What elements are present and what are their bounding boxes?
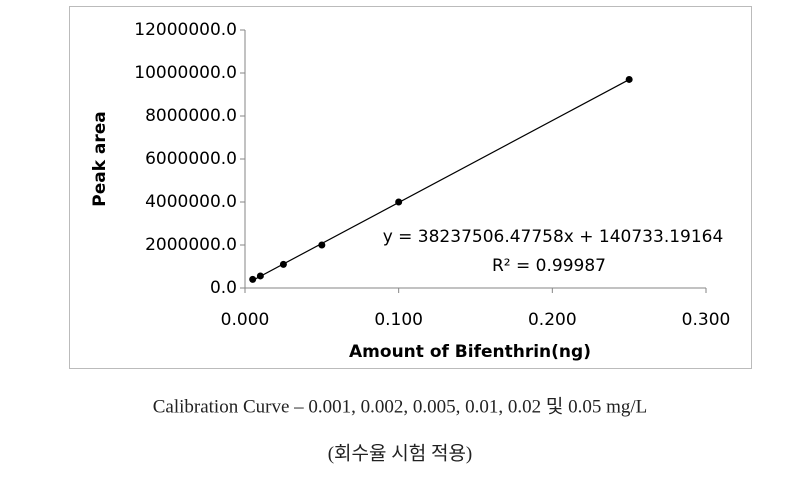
- data-point: [318, 241, 326, 249]
- data-point: [279, 260, 287, 268]
- y-tick-label: 4000000.0: [145, 192, 237, 212]
- y-tick-label: 6000000.0: [145, 149, 237, 169]
- caption: (회수율 시험 적용): [328, 442, 473, 464]
- data-point: [249, 275, 257, 283]
- y-tick-label: 10000000.0: [134, 63, 237, 83]
- y-axis-label: Peak area: [90, 111, 110, 207]
- caption: Calibration Curve – 0.001, 0.002, 0.005,…: [153, 395, 648, 417]
- y-tick-label: 0.0: [210, 278, 237, 298]
- y-tick-label: 8000000.0: [145, 106, 237, 126]
- chart-frame: [69, 6, 752, 369]
- x-tick-label: 0.100: [374, 310, 423, 330]
- equation: y = 38237506.47758x + 140733.19164: [383, 227, 724, 247]
- x-tick-label: 0.300: [682, 310, 731, 330]
- x-tick-label: 0.200: [528, 310, 577, 330]
- x-axis-label: Amount of Bifenthrin(ng): [349, 342, 591, 362]
- data-point: [395, 198, 403, 206]
- r-squared: R² = 0.99987: [492, 256, 606, 276]
- data-point: [625, 75, 633, 83]
- y-tick-label: 12000000.0: [134, 20, 237, 40]
- data-point: [256, 272, 264, 280]
- x-tick-label: 0.000: [221, 310, 270, 330]
- y-tick-label: 2000000.0: [145, 235, 237, 255]
- trendline: [252, 79, 630, 281]
